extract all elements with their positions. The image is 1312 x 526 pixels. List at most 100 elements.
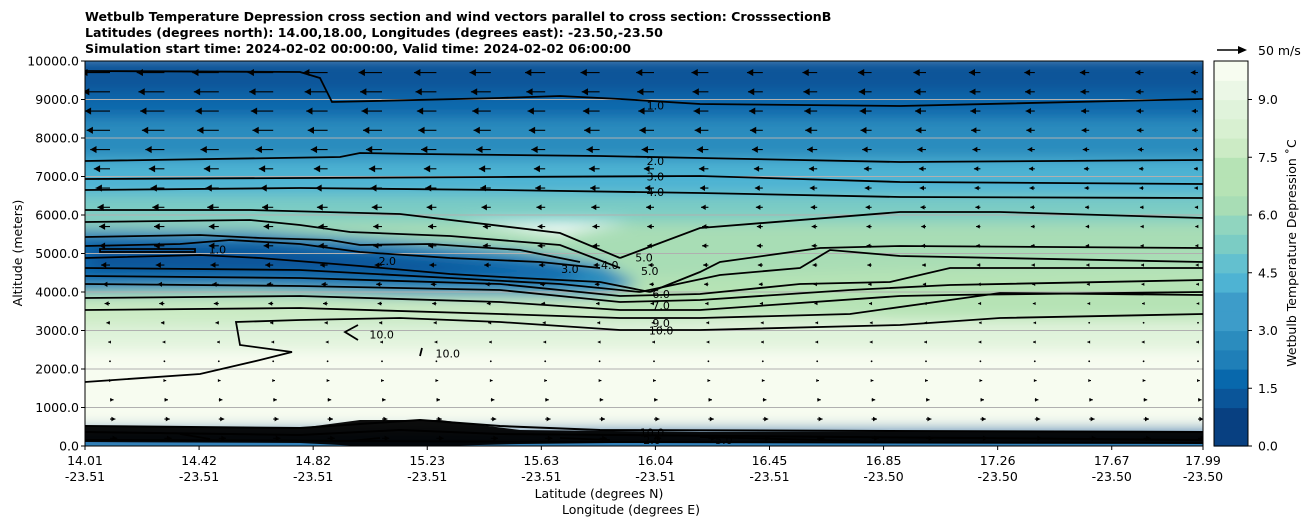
wind-vector-head xyxy=(193,88,201,96)
wind-vector-head xyxy=(1190,69,1196,76)
colorbar-tick-label: 6.0 xyxy=(1258,208,1278,223)
wind-vector-head xyxy=(699,185,706,191)
wind-vector-head xyxy=(586,145,593,154)
contour-line xyxy=(85,175,1203,185)
y-tick-label: 2000.0 xyxy=(35,362,79,377)
wind-vector-head xyxy=(315,184,322,192)
wind-vector-head xyxy=(1140,224,1144,229)
x-tick-label-lon: -23.50 xyxy=(1092,469,1132,484)
wind-vector-head xyxy=(924,321,928,325)
wind-vector-head xyxy=(414,68,421,77)
wind-vector-head xyxy=(969,88,976,96)
wind-vector-head xyxy=(869,321,873,325)
wind-vector-head xyxy=(97,203,104,211)
colorbar-segment xyxy=(1214,80,1248,101)
wind-vector-head xyxy=(703,262,708,268)
contour-label: 10.0 xyxy=(369,328,394,341)
wind-vector-head xyxy=(761,378,765,383)
wind-vector-head xyxy=(692,88,699,96)
y-tick-label: 6000.0 xyxy=(35,208,79,223)
chart-title-line-1: Wetbulb Temperature Depression cross sec… xyxy=(85,9,831,24)
wind-vector-head xyxy=(379,321,383,325)
contour-label: 2.0 xyxy=(647,155,665,168)
wind-vector-head xyxy=(260,184,267,192)
wind-vector-head xyxy=(273,397,277,402)
wind-vector-head xyxy=(1195,244,1199,248)
wind-vector-head xyxy=(99,223,106,230)
wind-vector-head xyxy=(318,242,324,249)
wind-vector-head xyxy=(1085,224,1090,229)
wind-vector-head xyxy=(973,166,979,172)
wind-vector-head xyxy=(651,321,655,325)
wind-vector-head xyxy=(582,107,590,115)
wind-vector-head xyxy=(648,262,653,268)
colorbar-frame xyxy=(1213,60,1249,447)
wind-vector-head xyxy=(485,282,490,287)
wind-vector-head xyxy=(421,145,428,154)
wind-vector-head xyxy=(220,416,225,422)
wind-vector-head xyxy=(148,165,156,173)
wind-vector-head xyxy=(217,378,221,383)
wind-vector-head xyxy=(978,301,982,306)
wind-vector-head xyxy=(1088,378,1091,383)
wind-vector-head xyxy=(804,107,811,115)
wind-vector-head xyxy=(476,145,483,154)
x-tick-label-lat: 14.01 xyxy=(67,453,103,468)
contour-label: 6.0 xyxy=(652,288,670,301)
wind-vector-head xyxy=(327,397,332,402)
wind-vector-head xyxy=(706,340,710,344)
wind-vector-head xyxy=(691,68,698,77)
wind-vector-head xyxy=(1196,302,1200,306)
wind-vector-head xyxy=(310,145,318,154)
wind-vector-head xyxy=(977,282,981,287)
wind-vector-head xyxy=(426,204,433,211)
contour-line xyxy=(419,347,423,357)
wind-vector-head xyxy=(871,397,876,402)
colorbar-segment xyxy=(1214,118,1248,139)
wind-vector-head xyxy=(710,435,716,441)
contour-line xyxy=(85,292,1203,319)
wind-vector-head xyxy=(1196,282,1199,286)
wind-vector xyxy=(1033,360,1036,363)
wind-vector-head xyxy=(436,397,440,402)
wind-vector-head xyxy=(221,435,226,441)
wind-vector-head xyxy=(272,378,275,383)
wind-vector-head xyxy=(863,166,869,172)
wind-vector-head xyxy=(921,243,926,248)
y-tick-label: 1000.0 xyxy=(35,400,79,415)
wind-vector-head xyxy=(1135,69,1141,76)
wind-vector xyxy=(381,360,383,363)
x-tick-label-lat: 15.63 xyxy=(523,453,559,468)
wind-vector-head xyxy=(377,301,382,306)
wind-vector-head xyxy=(323,301,327,306)
wind-vector-head xyxy=(140,107,147,115)
wind-vector-head xyxy=(646,204,651,211)
wind-vector-head xyxy=(425,184,432,192)
wind-vector-head xyxy=(706,321,710,325)
wind-vector-head xyxy=(525,68,532,77)
wind-vector-head xyxy=(915,127,922,134)
wind-vector-head xyxy=(652,340,655,344)
wind-vector-head xyxy=(922,282,927,287)
wind-vector xyxy=(870,360,873,363)
wind-vector-head xyxy=(213,301,218,306)
wind-vector-head xyxy=(482,243,488,249)
wind-vector-head xyxy=(205,184,212,192)
wind-vector-head xyxy=(110,397,114,402)
wind-vector-head xyxy=(914,88,921,96)
wind-vector-head xyxy=(1138,166,1143,171)
wind-vector-head xyxy=(978,340,982,344)
wind-vector-head xyxy=(478,165,486,173)
wind-vector-head xyxy=(533,165,540,173)
wind-vector-head xyxy=(252,126,259,134)
surface-contour-band xyxy=(85,420,1203,446)
contour-label: 9.0 xyxy=(652,317,670,330)
contour-line xyxy=(85,209,621,259)
wind-vector-head xyxy=(255,145,262,154)
wind-vector-head xyxy=(914,107,921,115)
wind-vector-head xyxy=(761,340,764,344)
wind-vector-head xyxy=(438,435,444,441)
wind-vector-head xyxy=(814,301,818,306)
wind-vector-head xyxy=(531,145,538,154)
wind-vector-head xyxy=(1194,205,1199,210)
